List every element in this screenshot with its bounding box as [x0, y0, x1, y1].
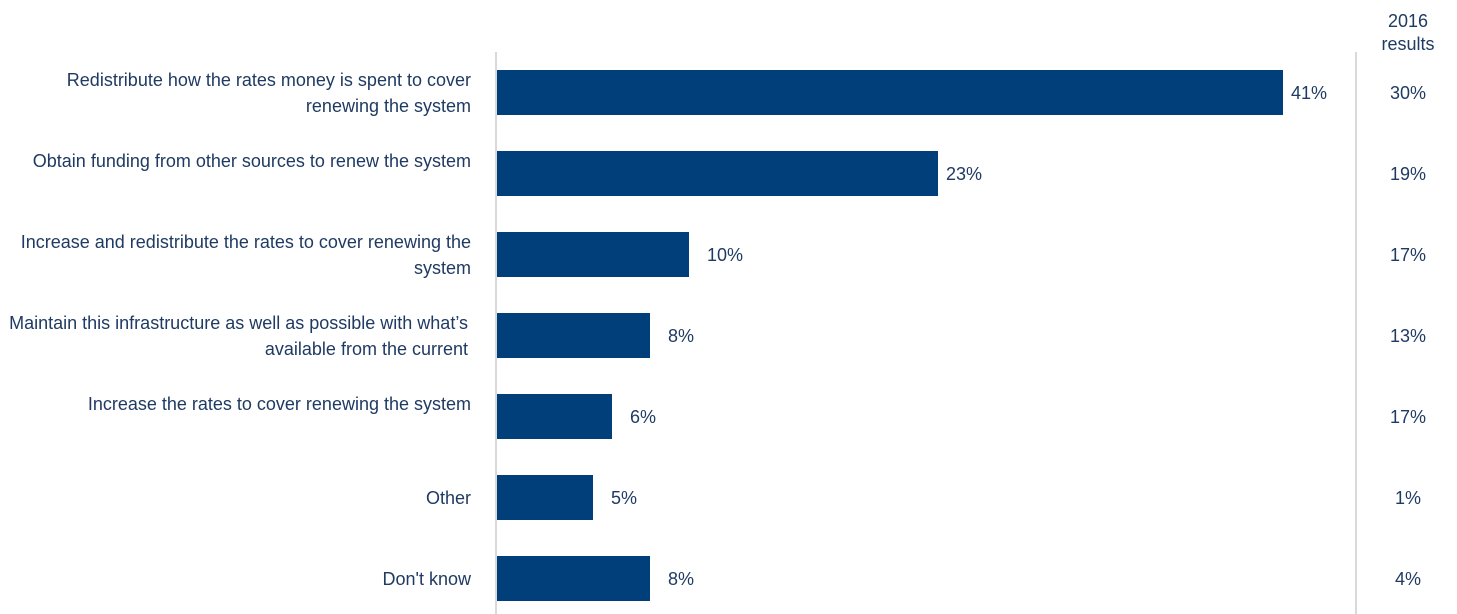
category-axis-line	[495, 52, 497, 614]
bar	[497, 394, 612, 439]
category-label: Obtain funding from other sources to ren…	[32, 151, 471, 171]
comparison-value: 17%	[1389, 245, 1427, 265]
comparison-value: 13%	[1389, 326, 1427, 346]
comparison-header-year: 2016	[1387, 11, 1429, 31]
comparison-value: 4%	[1394, 569, 1421, 589]
comparison-header-label: results	[1381, 34, 1435, 54]
category-label: Redistribute how the rates money is spen…	[66, 70, 471, 116]
category-label: Increase the rates to cover renewing the…	[87, 394, 471, 414]
category-label: Maintain this infrastructure as well as …	[9, 313, 468, 359]
bar-value-label: 8%	[668, 326, 695, 346]
bar	[497, 70, 1283, 115]
bar	[497, 151, 938, 196]
bar	[497, 556, 650, 601]
comparison-value: 30%	[1389, 83, 1427, 103]
comparison-value: 1%	[1394, 488, 1421, 508]
bar-value-label: 8%	[668, 569, 695, 589]
comparison-value: 19%	[1389, 164, 1427, 184]
bar-value-label: 23%	[946, 164, 983, 184]
bar	[497, 475, 593, 520]
comparison-header: 2016 results	[1366, 10, 1450, 56]
comparison-separator-line	[1355, 52, 1357, 614]
bar-value-label: 41%	[1291, 83, 1328, 103]
bar	[497, 232, 689, 277]
category-label: Don't know	[382, 569, 471, 589]
bar-value-label: 6%	[630, 407, 657, 427]
bar	[497, 313, 650, 358]
comparison-value: 17%	[1389, 407, 1427, 427]
bar-value-label: 5%	[611, 488, 638, 508]
category-label: Increase and redistribute the rates to c…	[20, 232, 471, 278]
category-label: Other	[425, 488, 471, 508]
bar-value-label: 10%	[707, 245, 744, 265]
